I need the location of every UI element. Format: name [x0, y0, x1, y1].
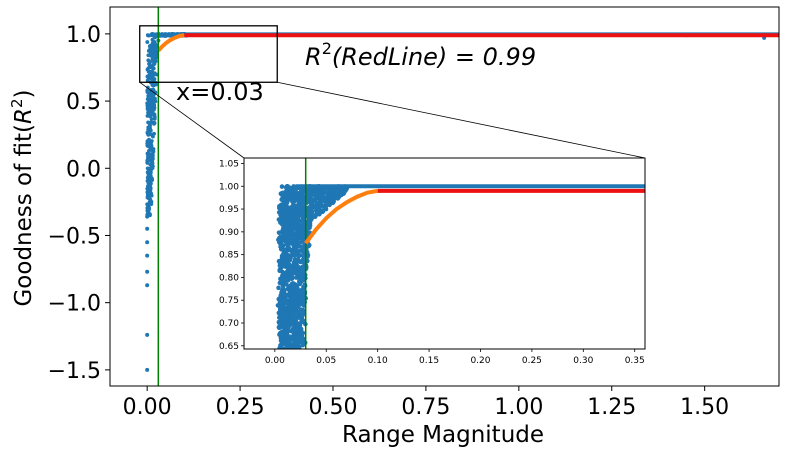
main-plot-area — [145, 7, 779, 386]
main-point — [145, 240, 150, 245]
main-point — [145, 226, 150, 231]
r2-annotation-sup: 2 — [322, 39, 332, 58]
main-point — [148, 152, 153, 157]
inset-x-tick-label: 0.20 — [470, 356, 490, 366]
r-squared-annotation: R2(RedLine) = 0.99 — [305, 39, 536, 71]
x-tick-label: 0.75 — [401, 395, 450, 420]
inset-y-tick-label: 0.90 — [219, 228, 239, 238]
r2-annotation-r: R — [305, 43, 322, 71]
inset-x-tick-label: 0.05 — [316, 356, 336, 366]
y-axis-label-r: R — [11, 108, 37, 124]
y-tick-label: 0.0 — [66, 157, 101, 182]
main-y-ticks: 1.0 0.5 0.0 −0.5 −1.0 −1.5 — [48, 23, 110, 384]
main-point — [163, 33, 168, 38]
inset-frame — [243, 157, 646, 350]
main-point — [145, 269, 150, 274]
main-x-ticks: 0.00 0.25 0.50 0.75 1.00 1.25 1.50 — [123, 386, 729, 420]
inset-y-ticks: 1.05 1.00 0.95 0.90 0.85 0.80 0.75 0.70 0.65 — [219, 159, 244, 352]
zoom-connector-left — [139, 81, 245, 159]
inset-x-tick-label: 0.10 — [368, 356, 388, 366]
main-point — [145, 367, 150, 372]
zoom-connector-right — [277, 81, 646, 159]
y-axis-label-sup: 2 — [8, 98, 26, 108]
x-tick-label: 1.50 — [680, 395, 729, 420]
y-tick-label: −1.5 — [48, 359, 101, 384]
main-point — [145, 214, 150, 219]
y-tick-label: −1.0 — [48, 292, 101, 317]
main-point — [154, 52, 159, 57]
zoom-rectangle — [139, 25, 278, 83]
inset-y-tick-label: 0.85 — [219, 251, 239, 261]
inset-x-tick-label: 0.30 — [573, 356, 593, 366]
x-tick-label: 0.00 — [123, 395, 172, 420]
inset-y-tick-label: 0.75 — [219, 296, 239, 306]
inset-plot: 0.00 0.05 0.10 0.15 0.20 0.25 0.30 0.35 1.05 1.00… — [219, 157, 646, 366]
inset-x-ticks: 0.00 0.05 0.10 0.15 0.20 0.25 0.30 0.35 — [265, 349, 645, 366]
main-blue-band — [145, 32, 189, 218]
main-point — [147, 193, 152, 198]
main-orange-curve — [156, 33, 185, 53]
x-tick-label: 1.00 — [494, 395, 543, 420]
main-point — [149, 132, 154, 137]
main-frame — [109, 6, 780, 387]
x-tick-label: 0.50 — [309, 395, 358, 420]
inset-y-tick-label: 0.95 — [219, 205, 239, 215]
y-tick-label: 1.0 — [66, 23, 101, 48]
main-point — [145, 283, 150, 288]
y-axis-label-main: Goodness of fit( — [11, 124, 37, 307]
x-tick-label: 0.25 — [216, 395, 265, 420]
inset-x-tick-label: 0.00 — [265, 356, 285, 366]
inset-plot-area — [275, 158, 645, 349]
labels: Range Magnitude Goodness of fit(R2) x=0.… — [8, 39, 544, 448]
inset-y-tick-label: 0.80 — [219, 273, 239, 283]
y-tick-label: −0.5 — [48, 224, 101, 249]
x-axis-label: Range Magnitude — [342, 422, 544, 448]
inset-y-tick-label: 1.05 — [219, 159, 239, 169]
y-axis-label: Goodness of fit(R2) — [8, 89, 37, 306]
vertical-line-label: x=0.03 — [176, 78, 264, 106]
r2-annotation-rest: (RedLine) = 0.99 — [332, 43, 536, 71]
main-point — [145, 332, 150, 337]
zoom-connector-lines — [139, 25, 646, 159]
x-tick-label: 1.25 — [587, 395, 636, 420]
inset-x-tick-label: 0.25 — [522, 356, 542, 366]
inset-orange-curve — [304, 188, 379, 245]
main-point — [150, 112, 155, 117]
main-plot: 0.00 0.25 0.50 0.75 1.00 1.25 1.50 1.0 0.5 0.0 −0.… — [48, 6, 780, 420]
main-point — [145, 253, 150, 258]
inset-y-tick-label: 0.65 — [219, 342, 239, 352]
inset-x-tick-label: 0.15 — [419, 356, 439, 366]
main-point — [152, 72, 157, 77]
main-point — [148, 172, 153, 177]
y-tick-label: 0.5 — [66, 90, 101, 115]
inset-x-tick-label: 0.35 — [625, 356, 645, 366]
y-axis-label-close: ) — [11, 89, 37, 98]
main-series-orange — [156, 33, 185, 53]
inset-y-tick-label: 0.70 — [219, 319, 239, 329]
inset-y-tick-label: 1.00 — [219, 182, 239, 192]
